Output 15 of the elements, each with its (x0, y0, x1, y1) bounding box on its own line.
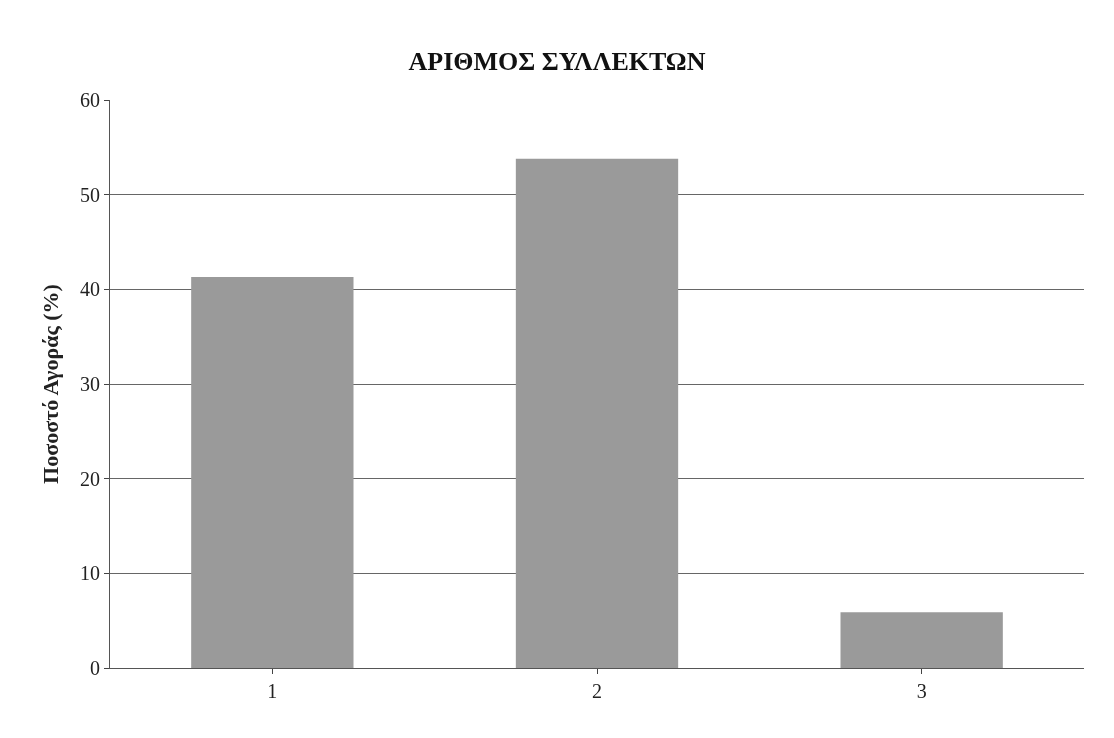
y-tick-label: 20 (80, 467, 100, 490)
x-tick-label: 3 (916, 680, 927, 702)
bar (840, 612, 1003, 668)
chart-title: ΑΡΙΘΜΟΣ ΣΥΛΛΕΚΤΩΝ (408, 46, 706, 76)
y-tick-label: 10 (80, 562, 100, 585)
x-tick-label: 1 (267, 680, 278, 702)
y-tick-label: 60 (80, 89, 100, 111)
bar (515, 158, 679, 668)
y-axis-title: Ποσοστό Αγοράς (%) (37, 284, 63, 484)
y-tick-label: 0 (90, 657, 100, 679)
y-tick-label: 40 (80, 278, 100, 301)
y-tick-label: 30 (80, 373, 100, 395)
bar (191, 277, 354, 668)
x-tick-label: 2 (592, 680, 602, 702)
y-tick-label: 50 (80, 183, 100, 206)
